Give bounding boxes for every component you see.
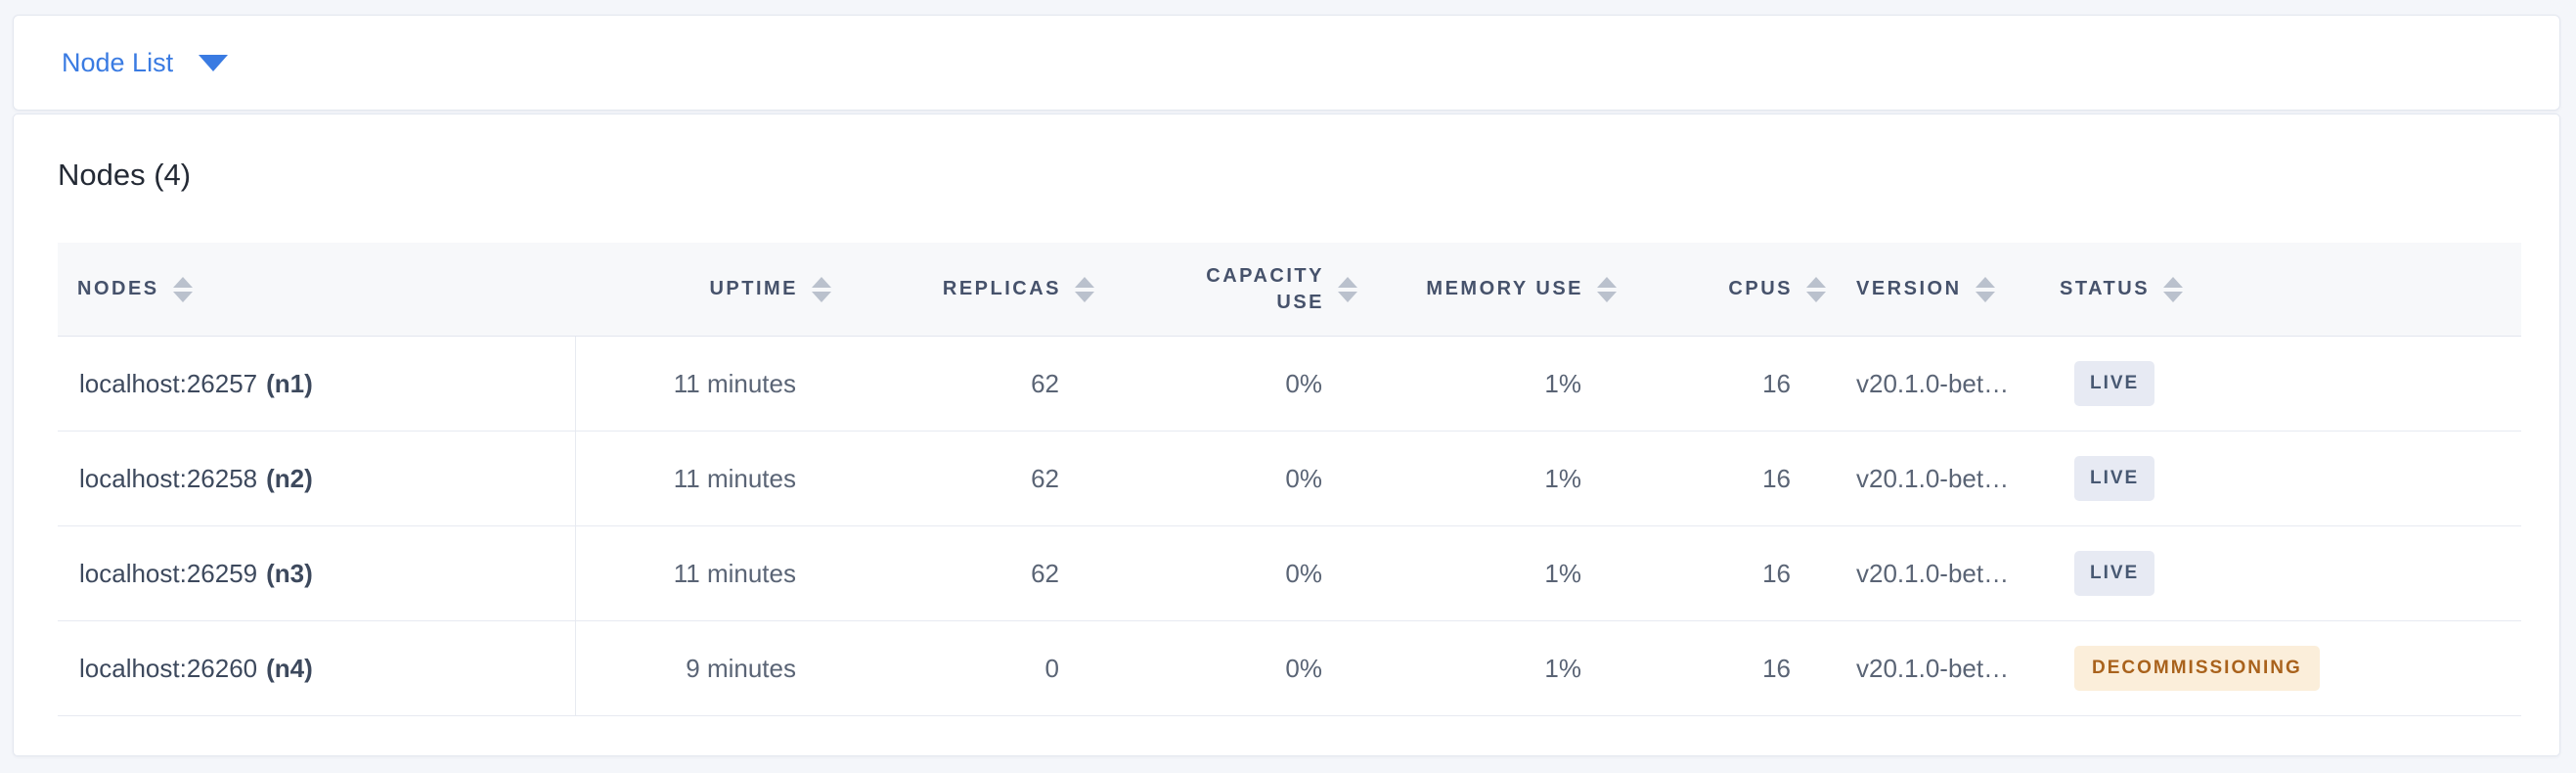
node-address-cell: localhost:26259 (n3): [58, 526, 576, 620]
status-cell: LIVE: [2060, 432, 2521, 525]
memory-use-cell: 1%: [1544, 368, 1581, 398]
column-header-replicas[interactable]: REPLICAS: [796, 243, 1094, 336]
column-header-nodes[interactable]: NODES: [58, 243, 576, 336]
status-cell: DECOMMISSIONING: [2060, 621, 2521, 715]
nodes-table: NODES UPTIME REPLICAS CAPACITY USE MEMOR…: [58, 243, 2521, 716]
capacity-use-cell: 0%: [1285, 463, 1322, 493]
node-address-cell: localhost:26258 (n2): [58, 432, 576, 525]
replicas-cell: 62: [1031, 463, 1059, 493]
page-title: Nodes (4): [58, 158, 192, 192]
cpus-cell: 16: [1762, 368, 1791, 398]
status-badge: DECOMMISSIONING: [2074, 646, 2320, 691]
sort-arrows-icon[interactable]: [1975, 276, 1995, 302]
table-row: localhost:26260 (n4) 9 minutes 0 0% 1% 1…: [58, 621, 2521, 716]
table-row: localhost:26259 (n3) 11 minutes 62 0% 1%…: [58, 526, 2521, 621]
view-selector-bar: Node List: [13, 15, 2560, 111]
nodes-card: Nodes (4) NODES UPTIME REPLICAS CAPACITY…: [13, 114, 2560, 756]
capacity-use-cell: 0%: [1285, 653, 1322, 683]
uptime-cell: 11 minutes: [673, 368, 796, 398]
node-address-link[interactable]: localhost:26259: [79, 558, 258, 588]
sort-arrows-icon[interactable]: [812, 276, 831, 302]
capacity-use-cell: 0%: [1285, 558, 1322, 588]
table-header-row: NODES UPTIME REPLICAS CAPACITY USE MEMOR…: [58, 243, 2521, 337]
view-selector-dropdown[interactable]: Node List: [62, 47, 229, 78]
version-cell: v20.1.0-bet…: [1856, 463, 2010, 493]
node-address-cell: localhost:26257 (n1): [58, 337, 576, 431]
column-header-uptime[interactable]: UPTIME: [576, 243, 831, 336]
status-cell: LIVE: [2060, 337, 2521, 431]
sort-arrows-icon[interactable]: [2163, 276, 2184, 302]
view-selector-label: Node List: [62, 47, 174, 77]
sort-arrows-icon[interactable]: [1338, 276, 1357, 302]
sort-arrows-icon[interactable]: [1597, 276, 1617, 302]
version-cell: v20.1.0-bet…: [1856, 368, 2010, 398]
status-badge: LIVE: [2074, 361, 2155, 406]
uptime-cell: 11 minutes: [673, 463, 796, 493]
column-header-version[interactable]: VERSION: [1791, 243, 2060, 336]
column-header-status[interactable]: STATUS: [2060, 243, 2521, 336]
caret-down-icon: [199, 54, 229, 71]
node-id: (n4): [266, 653, 313, 683]
replicas-cell: 0: [1044, 653, 1059, 683]
status-badge: LIVE: [2074, 551, 2155, 596]
table-row: localhost:26257 (n1) 11 minutes 62 0% 1%…: [58, 337, 2521, 432]
sort-arrows-icon[interactable]: [1075, 276, 1094, 302]
node-id: (n1): [266, 368, 313, 398]
cpus-cell: 16: [1762, 653, 1791, 683]
replicas-cell: 62: [1031, 368, 1059, 398]
node-id: (n3): [266, 558, 313, 588]
column-header-cpus[interactable]: CPUS: [1581, 243, 1826, 336]
cpus-cell: 16: [1762, 558, 1791, 588]
node-id: (n2): [266, 463, 313, 493]
table-row: localhost:26258 (n2) 11 minutes 62 0% 1%…: [58, 432, 2521, 526]
memory-use-cell: 1%: [1544, 463, 1581, 493]
uptime-cell: 11 minutes: [673, 558, 796, 588]
node-address-link[interactable]: localhost:26260: [79, 653, 258, 683]
version-cell: v20.1.0-bet…: [1856, 653, 2010, 683]
column-header-memory-use[interactable]: MEMORY USE: [1322, 243, 1617, 336]
version-cell: v20.1.0-bet…: [1856, 558, 2010, 588]
node-address-cell: localhost:26260 (n4): [58, 621, 576, 715]
cpus-cell: 16: [1762, 463, 1791, 493]
column-header-capacity-use[interactable]: CAPACITY USE: [1059, 243, 1357, 336]
replicas-cell: 62: [1031, 558, 1059, 588]
node-address-link[interactable]: localhost:26258: [79, 463, 258, 493]
node-address-link[interactable]: localhost:26257: [79, 368, 258, 398]
memory-use-cell: 1%: [1544, 653, 1581, 683]
uptime-cell: 9 minutes: [686, 653, 796, 683]
status-cell: LIVE: [2060, 526, 2521, 620]
memory-use-cell: 1%: [1544, 558, 1581, 588]
capacity-use-cell: 0%: [1285, 368, 1322, 398]
sort-arrows-icon[interactable]: [1806, 276, 1826, 302]
status-badge: LIVE: [2074, 456, 2155, 501]
sort-arrows-icon[interactable]: [172, 276, 193, 302]
